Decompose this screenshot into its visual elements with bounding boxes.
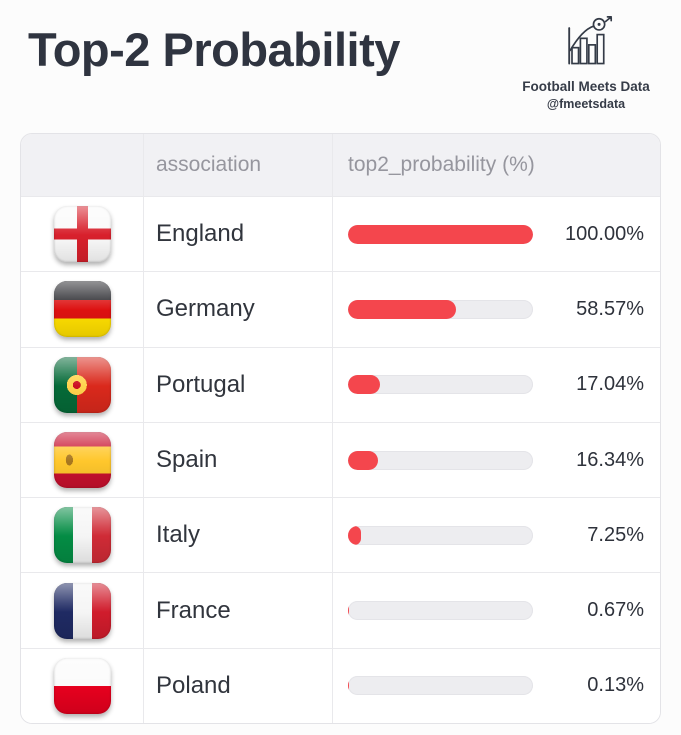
brand-block: Football Meets Data @fmeetsdata	[501, 14, 671, 111]
flag-cell	[21, 573, 144, 648]
probability-value: 0.67%	[587, 599, 644, 622]
table-row: Spain 16.34%	[21, 421, 660, 498]
probability-bar-fill	[348, 525, 362, 545]
bar-chart-with-football-icon	[568, 16, 613, 65]
probability-cell: 100.00%	[333, 197, 660, 271]
table-row: Germany 58.57%	[21, 271, 660, 347]
brand-name: Football Meets Data	[522, 79, 650, 94]
country-name: Spain	[156, 446, 218, 474]
table-row: Italy 7.25%	[21, 497, 660, 573]
country-flag-icon	[53, 206, 111, 263]
flag-cell	[21, 197, 144, 272]
probability-value: 16.34%	[576, 448, 644, 471]
probability-cell: 58.57%	[333, 272, 660, 346]
probability-bar-track	[348, 375, 533, 395]
country-name: Portugal	[156, 370, 246, 398]
header-association-column: association	[144, 134, 333, 196]
association-cell: Spain	[144, 422, 333, 498]
probability-cell: 7.25%	[333, 498, 660, 572]
probability-cell: 0.67%	[333, 573, 660, 647]
probability-bar-fill	[348, 375, 380, 395]
probability-header-label: top2_probability (%)	[348, 153, 535, 176]
association-cell: Poland	[144, 648, 333, 724]
probability-bar-track	[348, 224, 533, 244]
association-cell: Italy	[144, 498, 333, 573]
probability-bar-track	[348, 299, 533, 319]
header-probability-column: top2_probability (%)	[333, 134, 660, 196]
table-row: France 0.67%	[21, 572, 660, 648]
country-flag-icon	[53, 432, 111, 489]
country-flag-icon	[53, 657, 111, 714]
flag-cell	[21, 648, 144, 724]
association-cell: Portugal	[144, 347, 333, 422]
probability-value: 7.25%	[587, 523, 644, 546]
table-body: England 100.00% Germany 58.57% Portugal	[21, 196, 660, 724]
table-row: England 100.00%	[21, 196, 660, 272]
probability-value: 58.57%	[576, 297, 644, 320]
probability-bar-fill	[348, 299, 457, 319]
probability-table: association top2_probability (%) England…	[20, 133, 661, 725]
page-title: Top-2 Probability	[28, 23, 400, 76]
country-flag-icon	[53, 281, 111, 338]
association-header-label: association	[156, 153, 262, 176]
table-header-row: association top2_probability (%)	[21, 134, 660, 196]
country-flag-icon	[53, 582, 111, 639]
probability-cell: 16.34%	[333, 423, 660, 497]
probability-bar-track	[348, 525, 533, 545]
probability-bar-track	[348, 450, 533, 470]
probability-bar-fill	[348, 601, 350, 621]
probability-value: 17.04%	[576, 373, 644, 396]
country-name: Italy	[156, 521, 201, 549]
association-cell: England	[144, 197, 333, 272]
association-cell: France	[144, 573, 333, 648]
country-name: Germany	[156, 295, 255, 323]
flag-cell	[21, 498, 144, 573]
country-name: Poland	[156, 671, 231, 699]
probability-cell: 17.04%	[333, 348, 660, 422]
flag-cell	[21, 347, 144, 422]
brand-handle: @fmeetsdata	[546, 97, 626, 111]
table-row: Poland 0.13%	[21, 647, 660, 724]
probability-bar-fill	[348, 224, 533, 244]
country-name: France	[156, 596, 231, 624]
probability-bar-track	[348, 601, 533, 621]
probability-value: 0.13%	[587, 674, 644, 697]
flag-cell	[21, 422, 144, 498]
country-name: England	[156, 220, 245, 248]
flag-cell	[21, 272, 144, 347]
probability-bar-track	[348, 676, 533, 696]
probability-bar-fill	[348, 450, 379, 470]
probability-cell: 0.13%	[333, 649, 660, 723]
country-flag-icon	[53, 356, 111, 413]
country-flag-icon	[53, 507, 111, 564]
probability-value: 100.00%	[565, 222, 644, 245]
association-cell: Germany	[144, 272, 333, 347]
table-row: Portugal 17.04%	[21, 346, 660, 422]
header-flag-column	[21, 134, 144, 196]
